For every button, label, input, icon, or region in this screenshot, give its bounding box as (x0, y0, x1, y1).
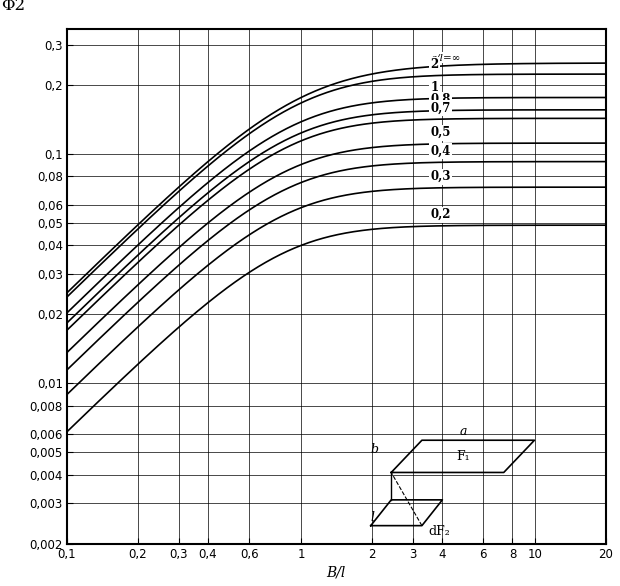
Text: 2: 2 (430, 58, 439, 71)
X-axis label: B/l: B/l (327, 565, 346, 579)
Text: 0,3: 0,3 (430, 170, 451, 183)
Y-axis label: Φ2: Φ2 (1, 0, 25, 14)
Text: 0,4: 0,4 (430, 145, 451, 158)
Text: b: b (371, 443, 379, 456)
Text: 0,5: 0,5 (430, 126, 451, 139)
Text: dF₂: dF₂ (428, 525, 450, 539)
Text: 1: 1 (430, 81, 438, 94)
Text: a/l=∞: a/l=∞ (430, 53, 461, 62)
Text: a: a (459, 425, 467, 438)
Text: 0,7: 0,7 (430, 101, 451, 115)
Text: 0,8: 0,8 (430, 93, 451, 106)
Text: 0,2: 0,2 (430, 208, 451, 222)
Text: l: l (371, 511, 375, 524)
Text: F₁: F₁ (456, 449, 469, 462)
